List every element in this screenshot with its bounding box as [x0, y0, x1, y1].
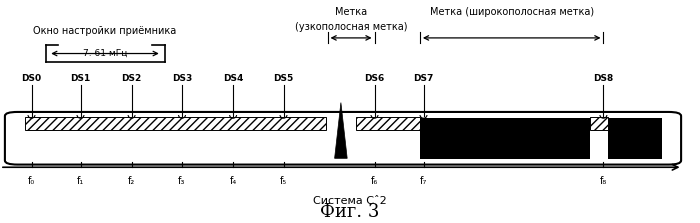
Text: Метка (широкополосная метка): Метка (широкополосная метка) [430, 7, 594, 17]
Text: f₈: f₈ [600, 176, 607, 186]
Text: f₂: f₂ [128, 176, 135, 186]
Text: DS4: DS4 [223, 74, 244, 83]
Text: f₀: f₀ [28, 176, 35, 186]
Text: f₆: f₆ [371, 176, 378, 186]
Bar [420, 118, 590, 159]
Text: DS6: DS6 [365, 74, 384, 83]
Text: f₅: f₅ [280, 176, 287, 186]
Text: f₄: f₄ [230, 176, 237, 186]
Bar [25, 117, 326, 130]
Text: DS7: DS7 [413, 74, 434, 83]
FancyBboxPatch shape [5, 112, 681, 165]
Text: DS2: DS2 [122, 74, 141, 83]
Text: DS3: DS3 [172, 74, 192, 83]
Text: Метка: Метка [335, 7, 367, 17]
Text: f₁: f₁ [77, 176, 84, 186]
Text: (узкополосная метка): (узкополосная метка) [295, 22, 407, 32]
Text: Фиг. 3: Фиг. 3 [321, 203, 379, 221]
Text: Окно настройки приёмника: Окно настройки приёмника [34, 26, 176, 36]
Text: 7. 61 мГц: 7. 61 мГц [83, 49, 127, 58]
Polygon shape [335, 103, 347, 158]
Bar [590, 117, 608, 130]
Text: DS1: DS1 [71, 74, 90, 83]
Text: f₇: f₇ [420, 176, 427, 186]
Bar [356, 117, 420, 130]
Text: DS0: DS0 [22, 74, 41, 83]
Bar [608, 118, 662, 159]
Text: Система Сˆ2: Система Сˆ2 [313, 196, 387, 206]
Text: f₃: f₃ [178, 176, 186, 186]
Text: DS5: DS5 [274, 74, 293, 83]
Text: DS8: DS8 [594, 74, 613, 83]
